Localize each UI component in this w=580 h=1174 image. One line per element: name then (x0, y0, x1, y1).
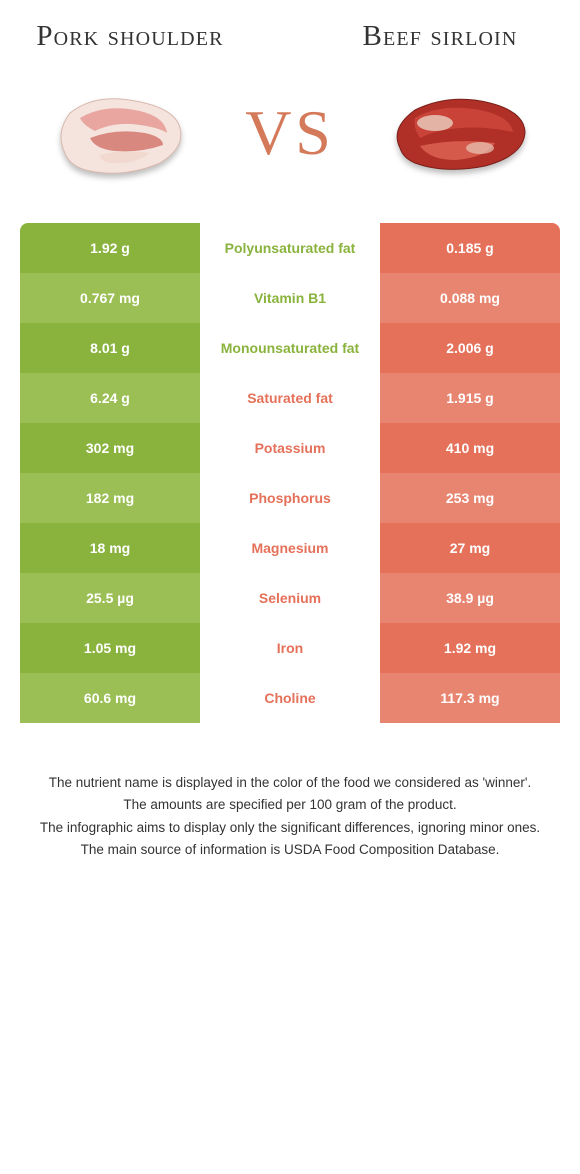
left-value: 302 mg (20, 423, 200, 473)
right-food-image (370, 88, 550, 178)
right-food-title: Beef sirloin (330, 20, 550, 53)
left-value: 1.05 mg (20, 623, 200, 673)
footnote-line: The amounts are specified per 100 gram o… (30, 795, 550, 815)
table-row: 60.6 mgCholine117.3 mg (20, 673, 560, 723)
table-row: 6.24 gSaturated fat1.915 g (20, 373, 560, 423)
nutrient-name: Selenium (200, 573, 380, 623)
left-value: 6.24 g (20, 373, 200, 423)
pork-icon (45, 83, 195, 183)
left-value: 182 mg (20, 473, 200, 523)
right-value: 0.185 g (380, 223, 560, 273)
nutrient-name: Saturated fat (200, 373, 380, 423)
footnote-line: The main source of information is USDA F… (30, 840, 550, 860)
left-value: 1.92 g (20, 223, 200, 273)
nutrient-name: Vitamin B1 (200, 273, 380, 323)
table-row: 0.767 mgVitamin B10.088 mg (20, 273, 560, 323)
table-row: 182 mgPhosphorus253 mg (20, 473, 560, 523)
footnote-line: The infographic aims to display only the… (30, 818, 550, 838)
vs-label: VS (245, 96, 335, 170)
left-value: 25.5 µg (20, 573, 200, 623)
left-value: 8.01 g (20, 323, 200, 373)
table-row: 8.01 gMonounsaturated fat2.006 g (20, 323, 560, 373)
nutrient-name: Iron (200, 623, 380, 673)
table-row: 302 mgPotassium410 mg (20, 423, 560, 473)
left-value: 0.767 mg (20, 273, 200, 323)
table-row: 18 mgMagnesium27 mg (20, 523, 560, 573)
left-value: 60.6 mg (20, 673, 200, 723)
nutrient-table: 1.92 gPolyunsaturated fat0.185 g0.767 mg… (20, 223, 560, 723)
right-value: 1.915 g (380, 373, 560, 423)
right-value: 38.9 µg (380, 573, 560, 623)
right-value: 253 mg (380, 473, 560, 523)
footnotes: The nutrient name is displayed in the co… (0, 723, 580, 892)
right-value: 1.92 mg (380, 623, 560, 673)
right-value: 0.088 mg (380, 273, 560, 323)
right-value: 117.3 mg (380, 673, 560, 723)
left-food-image (30, 83, 210, 183)
footnote-line: The nutrient name is displayed in the co… (30, 773, 550, 793)
right-value: 410 mg (380, 423, 560, 473)
header: Pork shoulder Beef sirloin (0, 0, 580, 53)
nutrient-name: Polyunsaturated fat (200, 223, 380, 273)
table-row: 25.5 µgSelenium38.9 µg (20, 573, 560, 623)
right-value: 2.006 g (380, 323, 560, 373)
left-food-title: Pork shoulder (30, 22, 230, 51)
table-row: 1.05 mgIron1.92 mg (20, 623, 560, 673)
table-row: 1.92 gPolyunsaturated fat0.185 g (20, 223, 560, 273)
images-row: VS (0, 53, 580, 223)
nutrient-name: Magnesium (200, 523, 380, 573)
nutrient-name: Choline (200, 673, 380, 723)
nutrient-name: Phosphorus (200, 473, 380, 523)
nutrient-name: Potassium (200, 423, 380, 473)
right-value: 27 mg (380, 523, 560, 573)
beef-icon (385, 88, 535, 178)
nutrient-name: Monounsaturated fat (200, 323, 380, 373)
left-value: 18 mg (20, 523, 200, 573)
